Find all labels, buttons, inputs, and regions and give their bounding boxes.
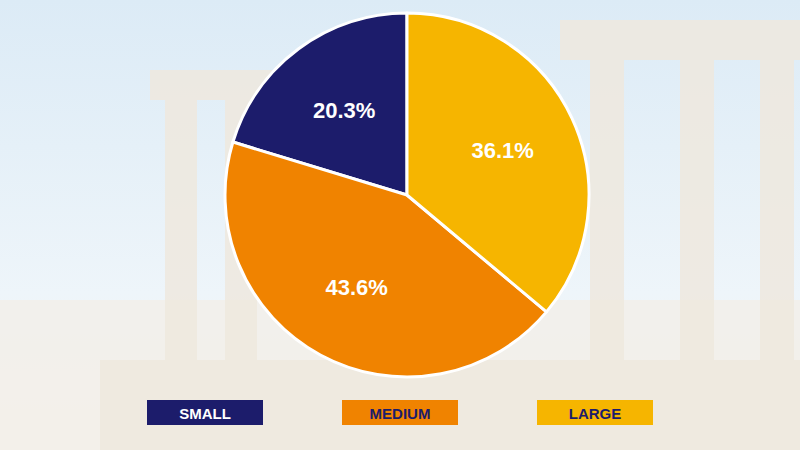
column	[165, 100, 197, 360]
legend-label: SMALL	[179, 405, 231, 422]
legend: SMALL MEDIUM LARGE	[147, 400, 653, 425]
column	[760, 60, 794, 360]
legend-swatch	[537, 400, 653, 425]
legend-swatch	[147, 400, 263, 425]
data-label: 36.1%	[471, 138, 533, 163]
legend-swatch	[342, 400, 458, 425]
pie	[225, 13, 589, 377]
column	[590, 60, 624, 360]
pie-slice	[407, 13, 589, 312]
steps	[100, 360, 800, 450]
entablature	[560, 20, 800, 60]
chart: 20.3% 43.6% 36.1% SMALL MEDIUM LARGE	[0, 0, 800, 450]
background	[0, 0, 800, 450]
legend-label: MEDIUM	[370, 405, 431, 422]
legend-label: LARGE	[569, 405, 622, 422]
data-labels: 20.3% 43.6% 36.1%	[313, 98, 534, 301]
data-label: 20.3%	[313, 98, 375, 123]
data-label: 43.6%	[326, 275, 388, 300]
column	[680, 60, 714, 360]
